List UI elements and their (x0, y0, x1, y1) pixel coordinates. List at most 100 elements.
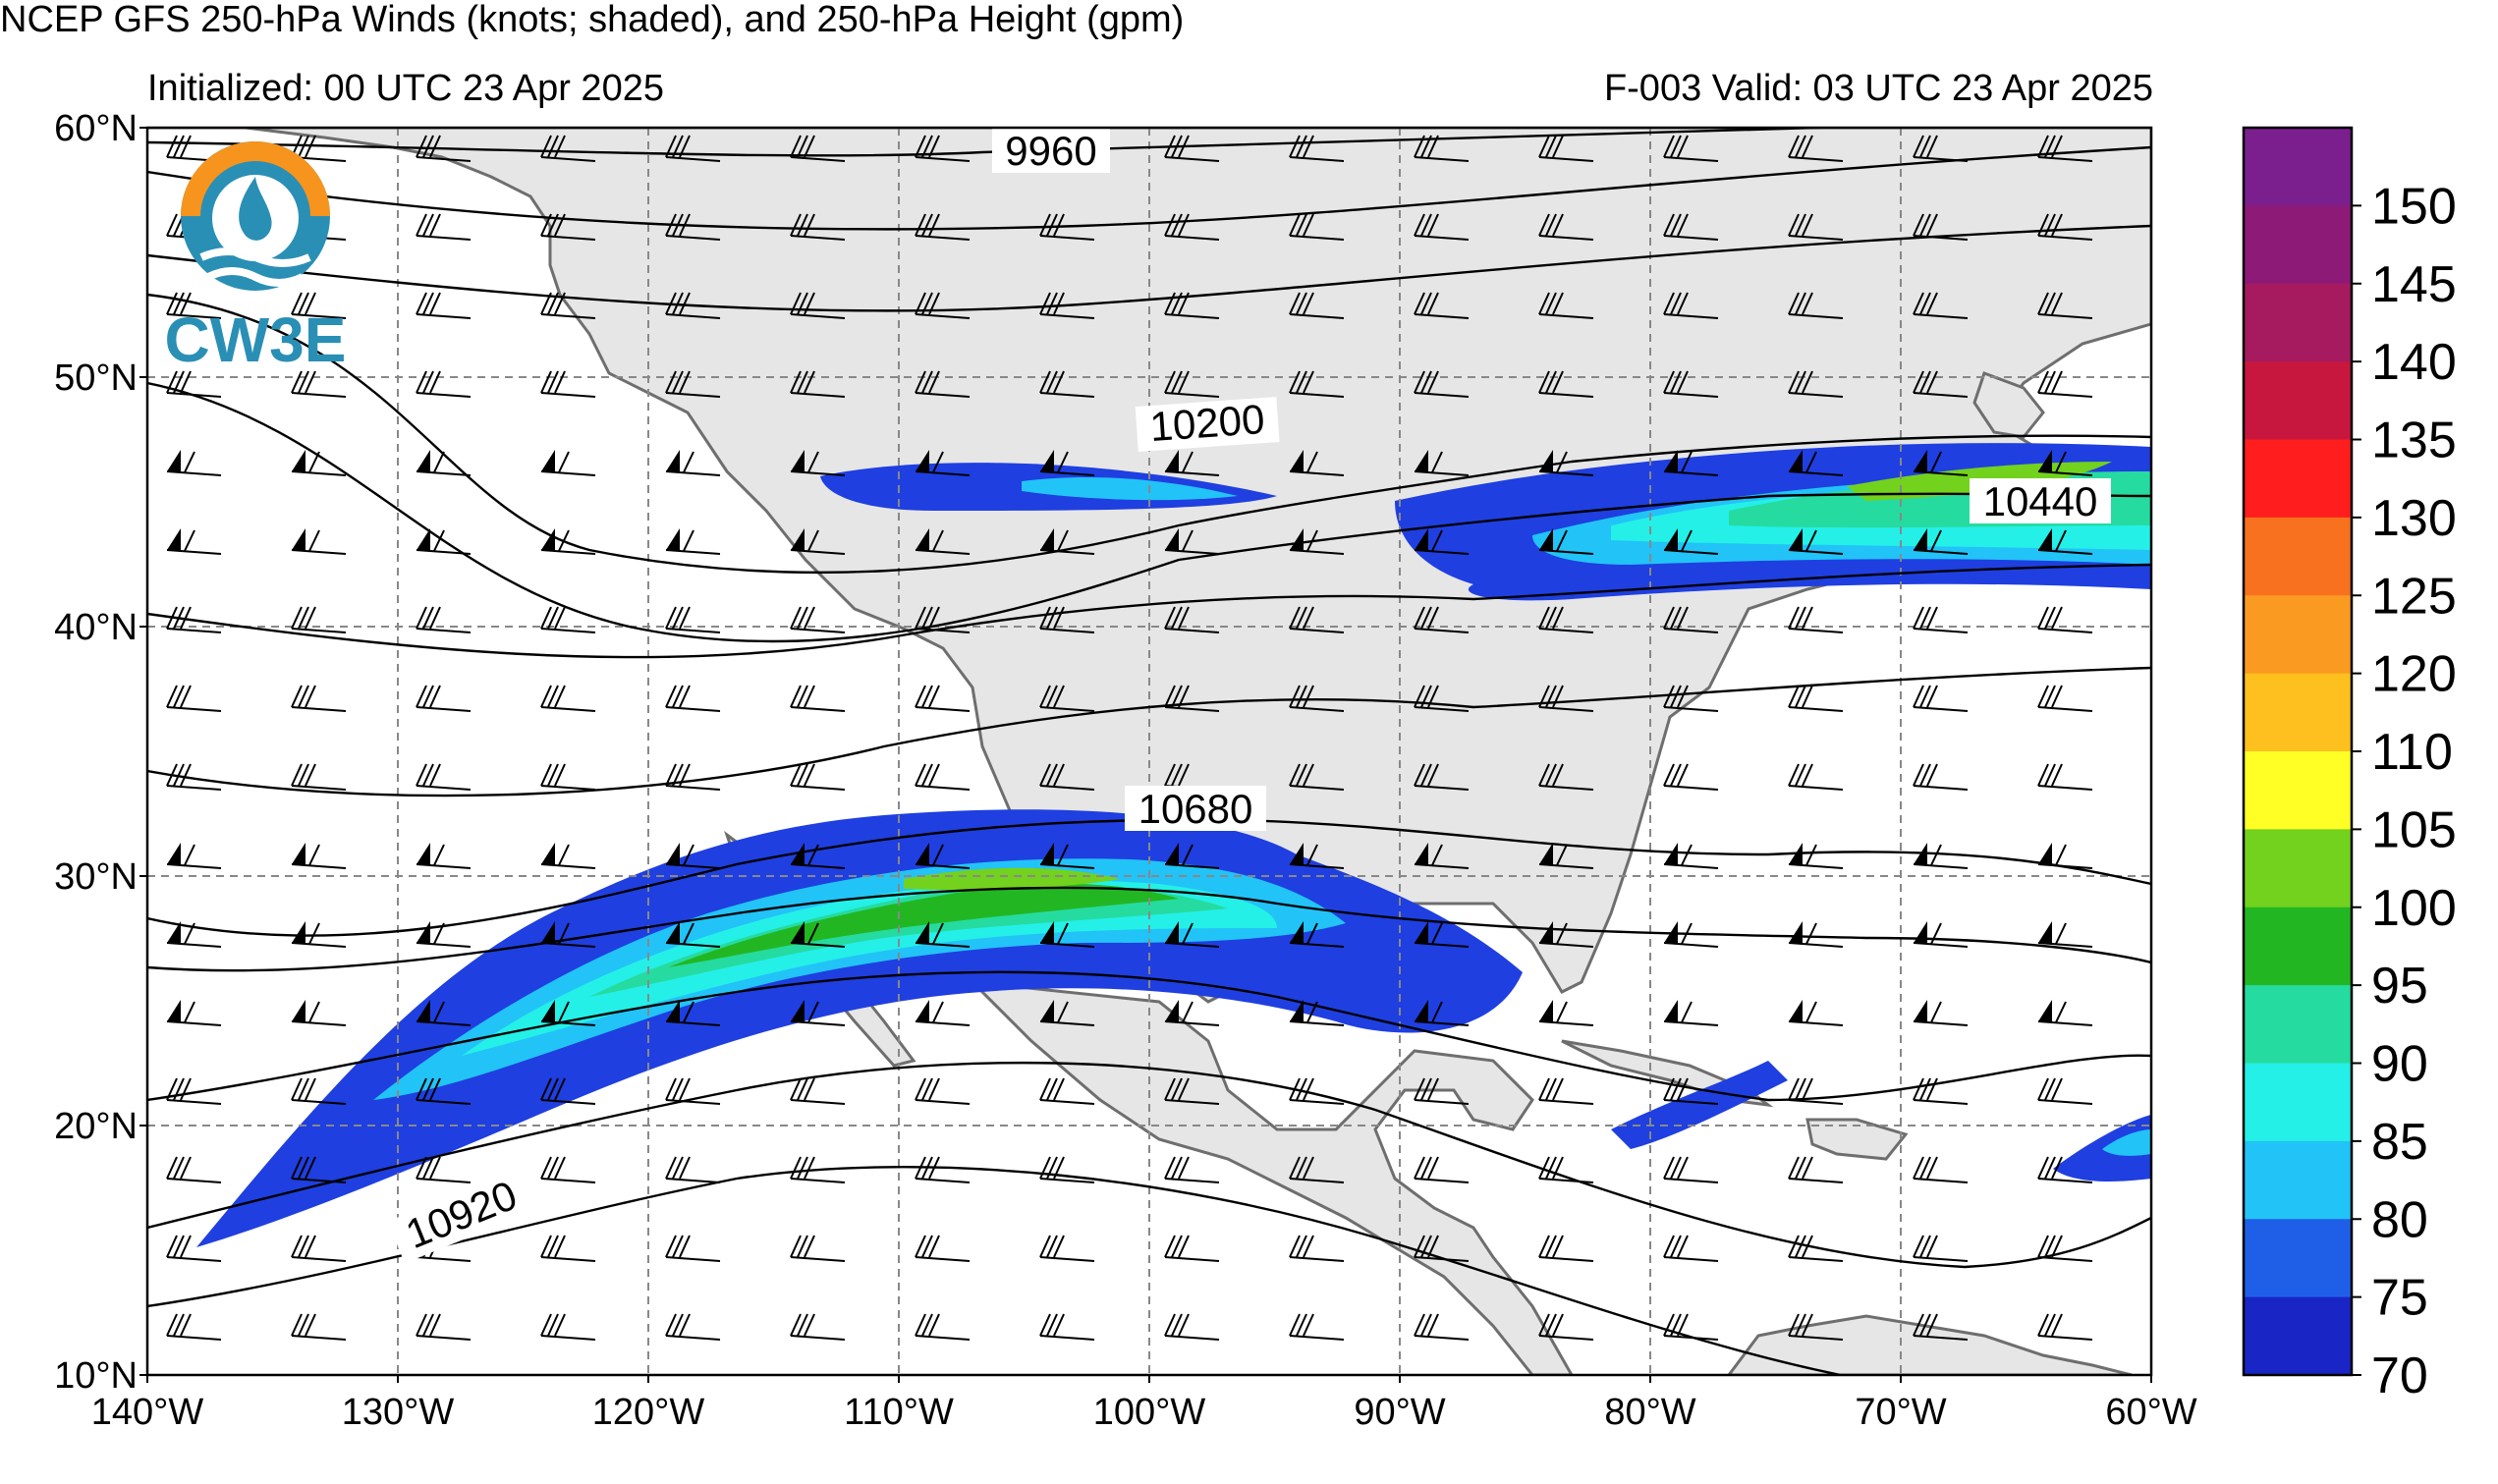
chart-title: NCEP GFS 250-hPa Winds (knots; shaded), … (0, 0, 1185, 40)
wind-barb (291, 763, 347, 791)
wind-barb (915, 1313, 971, 1341)
wind-barb (790, 843, 846, 869)
wind-barb (1164, 370, 1220, 398)
wind-barb (1538, 763, 1594, 791)
wind-barb (166, 1156, 222, 1183)
wind-barb (1913, 450, 1969, 476)
wind-barb (1538, 1313, 1594, 1341)
wind-barb (1538, 606, 1594, 633)
wind-barb (1289, 1235, 1345, 1262)
wind-barb (1538, 1235, 1594, 1262)
wind-barb (291, 370, 347, 398)
wind-barb (1913, 685, 1969, 712)
wind-barb (790, 370, 846, 398)
wind-barb (166, 450, 222, 476)
wind-barb (2037, 685, 2093, 712)
wind-barb (915, 450, 971, 476)
colorbar-label: 145 (2371, 256, 2457, 313)
wind-barb (790, 135, 846, 162)
colorbar-swatch (2244, 128, 2352, 206)
wind-barb (1788, 450, 1844, 476)
colorbar-label: 135 (2371, 412, 2457, 469)
contour-label-10440: 10440 (1983, 478, 2098, 524)
wind-barb (1289, 606, 1345, 633)
wind-barb (790, 1235, 846, 1262)
wind-barb (665, 921, 721, 948)
wind-barb (1164, 1156, 1220, 1183)
wind-barb (1414, 921, 1470, 948)
wind-barb (1414, 763, 1470, 791)
wind-barb (1788, 685, 1844, 712)
wind-barb (1538, 1077, 1594, 1105)
lat-tick-label: 60°N (54, 108, 138, 149)
wind-barb (1538, 843, 1594, 869)
wind-barb (1164, 921, 1220, 948)
colorbar-swatch (2244, 283, 2352, 362)
wind-barb (665, 1235, 721, 1262)
colorbar-label: 110 (2371, 724, 2453, 781)
contour-line (147, 666, 2151, 797)
wind-barb (1289, 370, 1345, 398)
wind-barb (416, 213, 472, 241)
wind-barb (1164, 1000, 1220, 1026)
contour-label-9960: 9960 (1005, 128, 1096, 174)
wind-barb (665, 1313, 721, 1341)
wind-barb (1289, 1156, 1345, 1183)
contour-line (147, 1061, 2151, 1269)
wind-barb (291, 685, 347, 712)
wind-barb (665, 450, 721, 476)
wind-barb (291, 1077, 347, 1105)
wind-barb (1663, 843, 1719, 869)
subtropical-jet-streak (196, 809, 2151, 1247)
wind-barb (291, 1313, 347, 1341)
wind-barb (416, 450, 472, 476)
contour-line (147, 145, 2151, 231)
contour-line (147, 818, 1180, 937)
contour-line (147, 563, 2151, 659)
hispaniola-land (1805, 1118, 1909, 1161)
wind-barb (2037, 450, 2093, 476)
initialized-label: Initialized: 00 UTC 23 Apr 2025 (147, 68, 664, 109)
colorbar-swatch (2244, 517, 2352, 596)
wind-barb (1913, 370, 1969, 398)
wind-barb (1289, 1313, 1345, 1341)
wind-barb (1913, 1235, 1969, 1262)
colorbar-swatch (2244, 829, 2352, 908)
wind-barb (790, 921, 846, 948)
contour-label-10200: 10200 (1148, 396, 1266, 450)
wind-barb (1039, 1077, 1095, 1105)
wind-barb (1414, 1156, 1470, 1183)
wind-barb (2037, 763, 2093, 791)
wind-barb (1788, 292, 1844, 319)
wind-barb (1663, 685, 1719, 712)
wind-barb (915, 921, 971, 948)
colorbar-swatch (2244, 985, 2352, 1064)
wind-barb (1538, 370, 1594, 398)
lat-tick-label: 50°N (54, 357, 138, 399)
colorbar: 150 145 140 135 130 125 120 110 105 100 95 90 85 80 75… (2242, 126, 2457, 1404)
colorbar-swatch (2244, 673, 2352, 752)
wind-barb (540, 843, 596, 869)
wind-barb (1289, 843, 1345, 869)
wind-barb (1663, 213, 1719, 241)
wind-barb (416, 370, 472, 398)
wind-barb (1289, 763, 1345, 791)
wind-barb (540, 1313, 596, 1341)
map-plot-area: 9960 10200 10440 10680 10920 CW3E (147, 128, 2151, 1375)
height-contours (147, 128, 2151, 1375)
wind-barb (1289, 450, 1345, 476)
colorbar-label: 125 (2371, 568, 2457, 625)
wind-barb (1289, 921, 1345, 948)
wind-barb (2037, 370, 2093, 398)
wind-barb (790, 763, 846, 791)
contour-line (147, 886, 2151, 972)
wind-barb (1039, 1235, 1095, 1262)
wind-barb (166, 1313, 222, 1341)
wind-barb (1289, 1077, 1345, 1105)
wind-barb (790, 685, 846, 712)
wind-barb (1663, 1235, 1719, 1262)
wind-barb (790, 1077, 846, 1105)
wind-barb (1164, 1313, 1220, 1341)
wind-barb (540, 763, 596, 791)
